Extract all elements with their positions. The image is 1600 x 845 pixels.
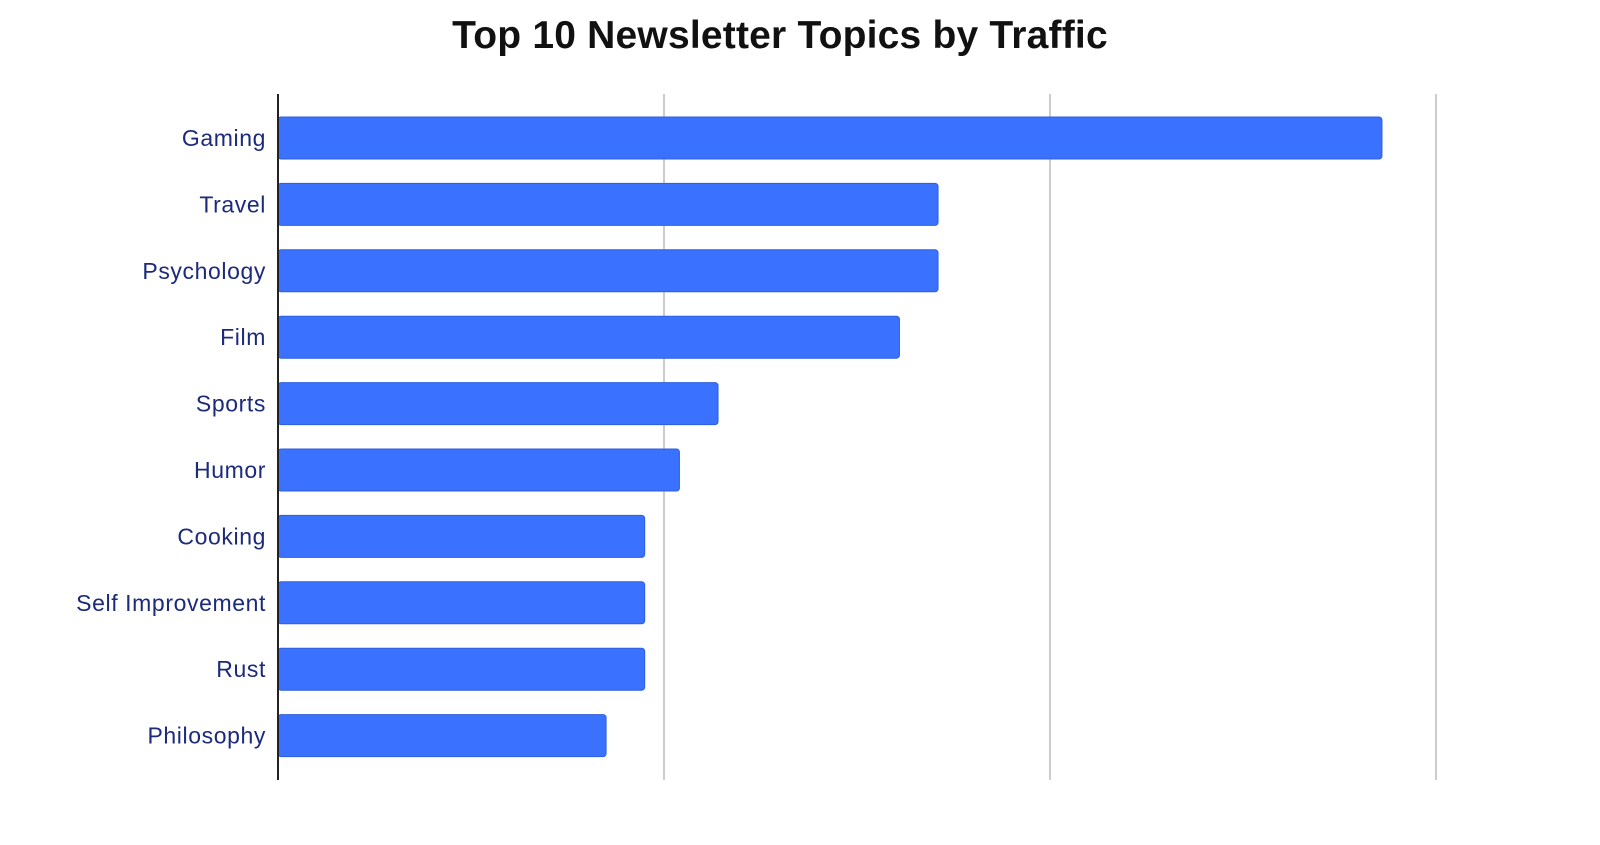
category-label: Humor [194, 457, 266, 483]
bar-film [277, 315, 900, 359]
bar-rust [277, 647, 646, 691]
category-label: Philosophy [147, 723, 266, 749]
bar-humor [277, 448, 680, 492]
bar-self-improvement [277, 581, 646, 625]
bar-travel [277, 182, 939, 226]
category-label: Sports [196, 391, 266, 417]
category-label: Gaming [182, 125, 266, 151]
bar-sports [277, 382, 719, 426]
bars [277, 116, 1383, 758]
category-label: Rust [216, 656, 266, 682]
category-label: Psychology [142, 258, 266, 284]
category-label: Self Improvement [76, 590, 266, 616]
bar-philosophy [277, 714, 607, 758]
category-label: Travel [199, 191, 266, 217]
bar-cooking [277, 514, 646, 558]
category-label: Cooking [177, 523, 266, 549]
category-labels: Gaming Travel Psychology Film Sports Humor Coo… [76, 125, 266, 749]
bar-gaming [277, 116, 1383, 160]
category-label: Film [220, 324, 266, 350]
bar-psychology [277, 249, 939, 293]
chart-title: Top 10 Newsletter Topics by Traffic [452, 14, 1108, 57]
